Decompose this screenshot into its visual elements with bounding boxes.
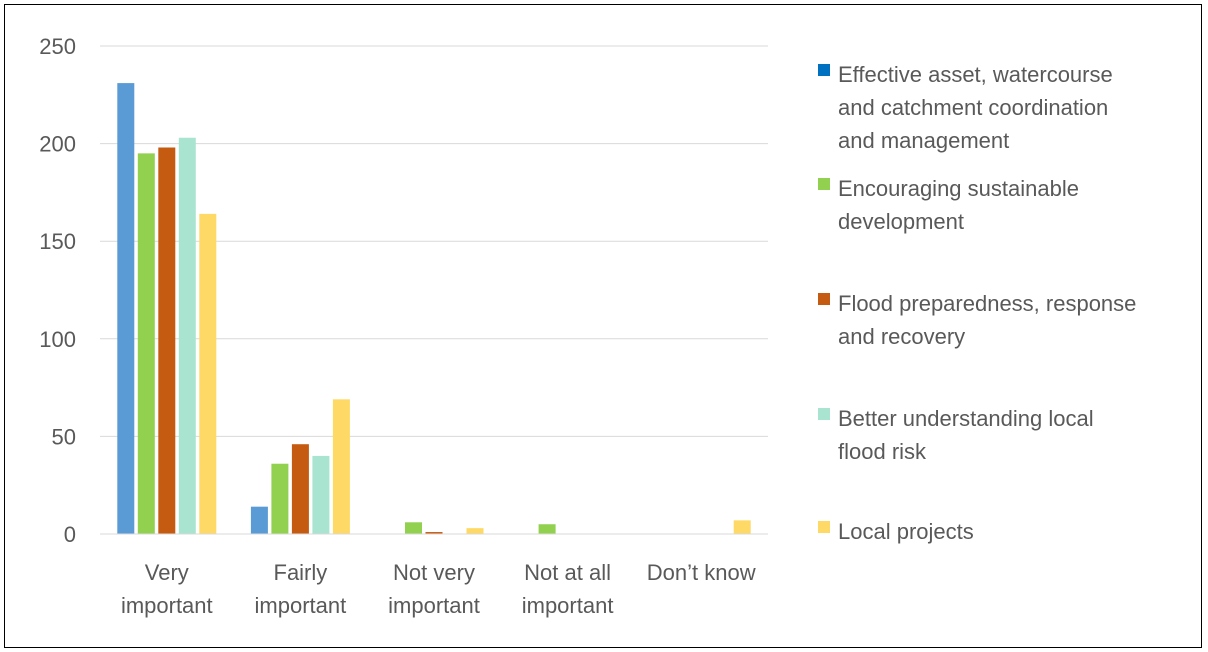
x-category-label: important (121, 593, 213, 618)
bar-2-1 (405, 522, 422, 534)
bar-2-4 (466, 528, 484, 534)
x-category-label: Don’t know (647, 560, 756, 585)
legend-label-2: and recovery (838, 324, 965, 349)
legend-label-3: Better understanding local (838, 406, 1094, 431)
legend-swatch-1 (818, 178, 830, 190)
bar-1-1 (271, 463, 289, 534)
bar-0-0 (117, 83, 135, 534)
y-tick-label: 200 (39, 132, 76, 157)
bar-0-1 (137, 153, 155, 535)
bar-1-2 (291, 444, 309, 534)
x-category-label: important (522, 593, 614, 618)
legend-label-1: development (838, 209, 964, 234)
bar-1-4 (332, 399, 350, 534)
bar-0-2 (158, 147, 176, 534)
y-tick-label: 150 (39, 229, 76, 254)
x-category-label: Not very (393, 560, 475, 585)
bar-1-0 (250, 506, 268, 534)
bar-2-2 (425, 532, 443, 534)
bar-1-3 (312, 455, 330, 534)
x-category-label: important (388, 593, 480, 618)
x-category-label: important (255, 593, 347, 618)
legend-label-3: flood risk (838, 439, 927, 464)
bar-0-4 (199, 213, 217, 534)
y-tick-label: 50 (52, 424, 76, 449)
y-tick-label: 0 (64, 522, 76, 547)
bar-3-1 (538, 524, 556, 534)
bars (117, 83, 751, 535)
x-category-label: Very (145, 560, 189, 585)
legend-swatch-3 (818, 408, 830, 420)
legend-label-2: Flood preparedness, response (838, 291, 1136, 316)
legend-swatch-0 (818, 64, 830, 76)
legend-swatch-2 (818, 293, 830, 305)
bar-4-4 (733, 520, 751, 534)
bar-0-3 (178, 137, 196, 534)
legend-label-1: Encouraging sustainable (838, 176, 1079, 201)
y-tick-label: 250 (39, 34, 76, 59)
legend-label-0: and catchment coordination (838, 95, 1108, 120)
y-axis-ticks: 0 50 100 150 200 250 (39, 34, 76, 547)
legend-swatch-4 (818, 521, 830, 533)
y-tick-label: 100 (39, 327, 76, 352)
legend-label-0: and management (838, 128, 1009, 153)
x-axis-categories: Very important Fairly important Not very impo… (121, 560, 756, 618)
legend-label-4: Local projects (838, 519, 974, 544)
x-category-label: Not at all (524, 560, 611, 585)
x-category-label: Fairly (274, 560, 328, 585)
legend-label-0: Effective asset, watercourse (838, 62, 1113, 87)
legend: Effective asset, watercourse and catchmen… (818, 62, 1136, 544)
